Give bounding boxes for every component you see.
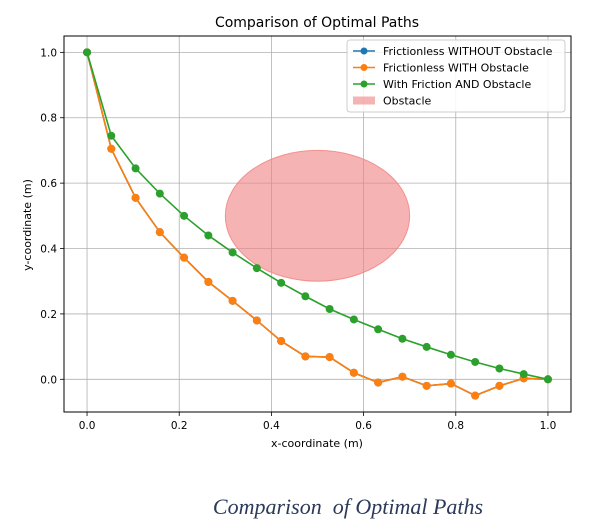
data-point — [349, 315, 358, 324]
data-point — [131, 164, 140, 173]
data-point — [519, 370, 528, 379]
legend-label: With Friction AND Obstacle — [383, 78, 531, 91]
ticks: 0.0 0.2 0.4 0.6 0.8 1.0 0.0 0.2 0.4 0.6 0.8 1.0 — [40, 47, 556, 432]
data-point — [446, 350, 455, 359]
data-point — [349, 368, 358, 377]
legend-label: Frictionless WITHOUT Obstacle — [383, 45, 553, 58]
y-tick-label: 0.6 — [40, 178, 57, 190]
legend-box — [346, 39, 566, 113]
y-tick-label: 0.2 — [40, 309, 57, 321]
y-tick-label: 0.0 — [40, 374, 57, 386]
data-point — [155, 228, 164, 237]
data-point — [446, 379, 455, 388]
legend-marker — [360, 47, 368, 55]
obstacle-layer — [224, 149, 411, 282]
data-point — [107, 131, 116, 140]
data-point — [204, 277, 213, 286]
data-point — [277, 337, 286, 346]
data-point — [228, 296, 237, 305]
data-point — [495, 381, 504, 390]
data-point — [252, 264, 261, 273]
x-tick-label: 1.0 — [540, 420, 557, 432]
series-2 — [83, 48, 552, 384]
data-point — [228, 248, 237, 257]
x-tick-label: 0.6 — [355, 420, 372, 432]
x-axis-label: x-coordinate (m) — [271, 437, 363, 450]
y-tick-label: 0.4 — [40, 244, 57, 256]
data-point — [325, 305, 334, 314]
data-point — [301, 292, 310, 301]
series-line — [86, 52, 549, 381]
x-tick-label: 0.2 — [171, 420, 188, 432]
data-point — [543, 375, 552, 384]
data-point — [374, 378, 383, 387]
figure-caption: Comparison of Optimal Paths — [212, 494, 484, 519]
series-1 — [83, 48, 552, 400]
data-point — [180, 253, 189, 262]
data-point — [471, 357, 480, 366]
x-tick-label: 0.0 — [79, 420, 96, 432]
data-point — [252, 316, 261, 325]
y-tick-label: 1.0 — [40, 47, 57, 59]
legend-marker — [360, 64, 368, 71]
y-axis-label: y-coordinate (m) — [21, 179, 34, 271]
data-point — [422, 342, 431, 351]
data-point — [471, 391, 480, 400]
data-point — [180, 211, 189, 220]
data-point — [277, 278, 286, 287]
data-point — [422, 381, 431, 390]
data-point — [131, 193, 140, 202]
chart-title: Comparison of Optimal Paths — [215, 15, 419, 31]
data-point — [325, 353, 334, 362]
y-tick-label: 0.8 — [40, 113, 57, 125]
data-point — [495, 364, 504, 373]
data-point — [107, 144, 116, 153]
series-layer — [83, 48, 552, 400]
legend-label: Frictionless WITH Obstacle — [383, 62, 529, 75]
obstacle-circle — [224, 149, 411, 282]
data-point — [301, 352, 310, 361]
series-line — [86, 52, 548, 397]
legend-patch — [353, 96, 375, 105]
x-tick-label: 0.4 — [263, 420, 280, 432]
legend-marker — [360, 80, 368, 88]
legend-label: Obstacle — [383, 95, 432, 108]
plot-frame — [63, 35, 572, 413]
data-point — [204, 231, 213, 240]
data-point — [374, 325, 383, 334]
legend: Frictionless WITHOUT Obstacle Frictionles… — [346, 39, 566, 113]
data-point — [398, 372, 407, 381]
x-tick-label: 0.8 — [447, 420, 464, 432]
data-point — [83, 48, 92, 57]
data-point — [155, 189, 164, 198]
data-point — [398, 334, 407, 343]
